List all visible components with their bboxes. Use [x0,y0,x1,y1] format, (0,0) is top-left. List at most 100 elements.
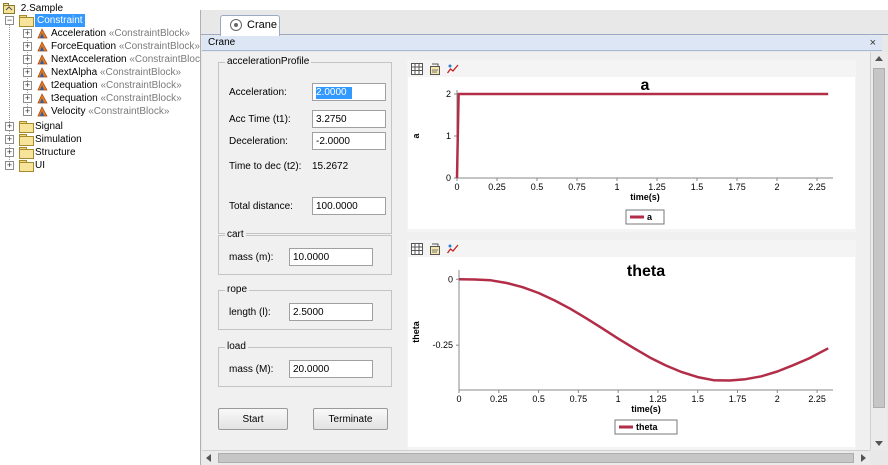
scroll-down-icon[interactable] [875,441,883,446]
table-icon[interactable] [411,243,423,255]
tree-item-folder[interactable]: Signal [35,120,63,133]
expand-icon[interactable]: + [23,80,32,90]
x-tick-label: 2.25 [808,394,826,404]
x-tick-label: 0 [454,182,459,192]
expand-icon[interactable]: + [23,41,32,51]
x-tick-label: 1.5 [691,394,704,404]
x-tick-label: 0.75 [568,182,586,192]
export-icon[interactable] [429,63,441,75]
chart-options-icon[interactable] [447,63,459,75]
tree-item-label: Simulation [35,134,82,145]
x-tick-label: 0 [456,394,461,404]
tree-item-constraint-block[interactable]: Acceleration «ConstraintBlock» [51,27,190,40]
tree-item-label: NextAcceleration [51,54,127,65]
load-mass-input[interactable] [289,360,373,378]
tree-item-label: Acceleration [51,28,107,39]
expand-icon[interactable]: + [23,106,32,116]
start-button[interactable]: Start [218,408,288,430]
tree-item-folder[interactable]: Simulation [35,133,82,146]
acc-time-input[interactable] [312,110,386,128]
tree-item-label: Constraint [35,14,85,27]
expand-icon[interactable]: + [5,147,14,157]
collapse-icon[interactable]: − [5,15,14,25]
y-axis-label: theta [411,320,421,342]
tree-root-label: 2.Sample [20,3,64,14]
tab-bar: Crane [201,10,888,36]
tree-item-folder[interactable]: Structure [35,146,76,159]
expand-icon[interactable]: + [23,67,32,77]
tree-item-stereotype: «ConstraintBlock» [118,41,200,52]
series-line-theta [458,278,829,382]
deceleration-label: Deceleration: [229,136,288,147]
tab-label: Crane [247,19,277,31]
chart-theta: theta 0 0.25 0.5 0.75 1 1.25 1.5 1.75 2 2.25 0 -0.25… [411,263,833,435]
folder-icon [19,160,34,172]
legend-label: theta [636,422,658,432]
tree-item-constraint-block[interactable]: ForceEquation «ConstraintBlock» [51,40,200,53]
group-title: accelerationProfile [225,56,312,67]
chart-title: a [641,77,650,94]
tree-item-label: Signal [35,121,63,132]
tree-item-label: UI [35,160,45,171]
vertical-scrollbar[interactable] [870,52,887,450]
x-tick-label: 1.75 [728,182,746,192]
tree-item-constraint-block[interactable]: NextAcceleration «ConstraintBlock» [51,53,211,66]
acceleration-input[interactable] [312,83,386,101]
tree-item-constraint-block[interactable]: t3equation «ConstraintBlock» [51,92,182,105]
close-icon[interactable]: × [869,37,876,49]
expand-icon[interactable]: + [5,134,14,144]
target-icon [230,19,242,31]
crane-ui-panel: accelerationProfile Acceleration: Acc Ti… [202,52,871,450]
x-axis-label: time(s) [630,192,660,202]
tab-crane[interactable]: Crane [220,15,280,36]
load-group: load mass (M): [218,341,392,387]
cart-mass-input[interactable] [289,248,373,266]
y-tick-label: 0 [446,173,451,183]
scroll-left-icon[interactable] [206,454,211,462]
expand-icon[interactable]: + [23,93,32,103]
y-tick-label: 1 [446,131,451,141]
tree-item-constraint[interactable]: Constraint [35,14,85,27]
tree-item-constraint-block[interactable]: NextAlpha «ConstraintBlock» [51,66,181,79]
package-icon [3,3,15,14]
x-tick-label: 1.5 [691,182,704,192]
plot-area: a 0 0.25 0.5 0.75 1 1.25 1.5 1.75 2 2.25 0 1 2 time(s)… [408,77,855,229]
tree-item-constraint-block[interactable]: Velocity «ConstraintBlock» [51,105,169,118]
plot-area: theta 0 0.25 0.5 0.75 1 1.25 1.5 1.75 2 2.25 0 -0.25… [408,257,855,447]
expand-icon[interactable]: + [23,28,32,38]
expand-icon[interactable]: + [23,54,32,64]
x-tick-label: 0.5 [532,394,545,404]
scroll-right-icon[interactable] [861,454,866,462]
table-icon[interactable] [411,63,423,75]
folder-icon [19,15,34,27]
export-icon[interactable] [429,243,441,255]
chart-options-icon[interactable] [447,243,459,255]
tree-item-stereotype: «ConstraintBlock» [108,28,190,39]
total-distance-label: Total distance: [229,201,293,212]
vertical-scroll-thumb[interactable] [873,68,885,408]
horizontal-scrollbar[interactable] [202,450,870,465]
expand-icon[interactable]: + [5,121,14,131]
horizontal-scroll-thumb[interactable] [218,453,854,463]
folder-icon [19,121,34,133]
tree-item-label: ForceEquation [51,41,117,52]
constraint-block-icon [37,93,48,104]
folder-icon [19,134,34,146]
rope-length-input[interactable] [289,303,373,321]
expand-icon[interactable]: + [5,160,14,170]
diagram-frame: Crane Crane × accelerationProfile Accele… [200,10,888,465]
total-distance-input[interactable] [312,197,386,215]
tree-item-constraint-block[interactable]: t2equation «ConstraintBlock» [51,79,182,92]
load-mass-label: mass (M): [229,364,274,375]
y-axis-label: a [411,133,421,139]
tree-item-stereotype: «ConstraintBlock» [100,93,182,104]
scroll-up-icon[interactable] [875,56,883,61]
tree-root[interactable]: 2.Sample [3,2,63,15]
tree-guide [9,20,10,166]
x-tick-label: 2 [774,182,779,192]
x-tick-label: 0.25 [490,394,508,404]
tree-item-folder[interactable]: UI [35,159,45,172]
containment-tree: 2.Sample − Constraint + Acceleration «Co… [0,0,211,465]
terminate-button[interactable]: Terminate [313,408,388,430]
deceleration-input[interactable] [312,132,386,150]
